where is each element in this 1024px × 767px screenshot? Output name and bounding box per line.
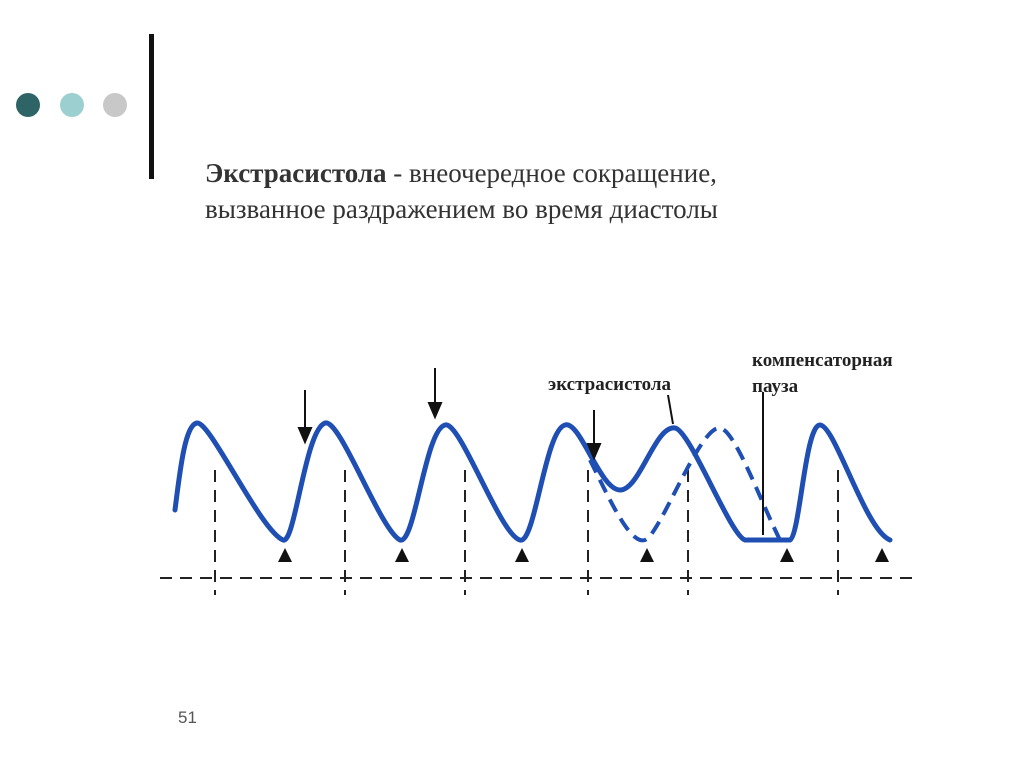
page-number: 51 [178,708,197,727]
term: Экстрасистола [205,158,387,188]
dot [16,93,40,117]
divider [149,34,154,179]
label: экстрасистола [548,374,672,395]
label: пауза [752,376,799,397]
grid [160,470,915,595]
markers [278,548,889,562]
wave-expected [588,426,782,543]
title-text: вызванное раздражением во время диастолы [205,194,718,224]
title: Экстрасистола - внеочередное сокращение,… [205,155,965,227]
title-text: - внеочередное сокращение, [393,158,717,188]
label: компенсаторная [752,350,893,371]
dot [60,93,84,117]
arrows [297,368,764,535]
dot [103,93,127,117]
wave [172,420,893,543]
